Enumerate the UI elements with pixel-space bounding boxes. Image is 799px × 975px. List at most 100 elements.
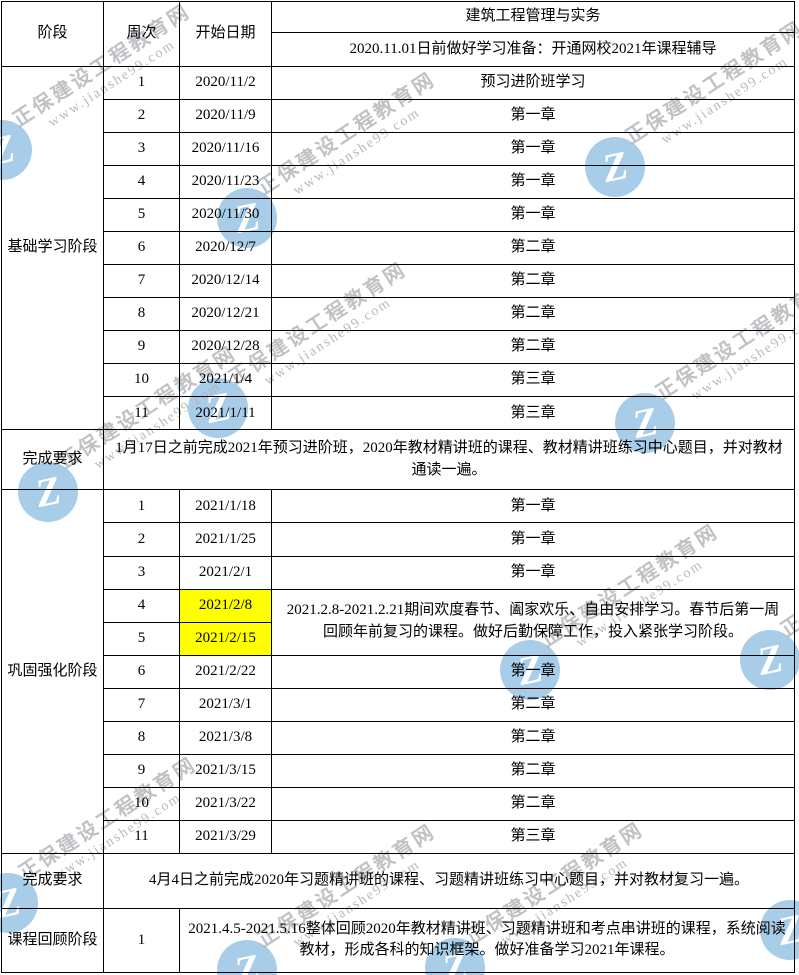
date-cell: 2020/11/30 xyxy=(179,198,272,233)
week-cell: 1 xyxy=(103,489,180,524)
table-row: 7 2021/3/1 第二章 xyxy=(2,687,795,722)
date-cell: 2021/1/4 xyxy=(179,363,272,398)
week-cell: 1 xyxy=(103,66,180,101)
table-row: 巩固强化阶段 1 2021/1/18 第一章 xyxy=(1,489,795,854)
date-cell: 2021/2/22 xyxy=(179,654,272,689)
week-cell: 3 xyxy=(103,132,180,167)
requirement-row: 完成要求 4月4日之前完成2020年习题精讲班的课程、习题精讲班练习中心题目，并… xyxy=(1,852,795,909)
header-week: 周次 xyxy=(103,0,180,68)
table-row: 4 2021/2/8 2021.2.8-2021.2.21期间欢度春节、阖家欢乐… xyxy=(2,588,795,656)
table-row: 6 2021/2/22 第一章 xyxy=(2,654,795,689)
week-cell: 4 xyxy=(103,588,180,623)
table-row: 3 2021/2/1 第一章 xyxy=(2,555,795,590)
date-cell: 2021/3/15 xyxy=(179,753,272,788)
week-cell: 7 xyxy=(103,264,180,299)
date-cell: 2020/11/16 xyxy=(179,132,272,167)
table-row: 5 2020/11/30 第一章 xyxy=(2,198,795,233)
stage2-label: 巩固强化阶段 xyxy=(1,489,104,854)
week-cell: 2 xyxy=(103,522,180,557)
requirement-text: 4月4日之前完成2020年习题精讲班的课程、习题精讲班练习中心题目，并对教材复习… xyxy=(103,852,795,909)
date-cell: 2021/1/11 xyxy=(179,396,272,431)
date-cell: 2020/12/14 xyxy=(179,264,272,299)
table-row: 2 2021/1/25 第一章 xyxy=(2,522,795,557)
requirement-label: 完成要求 xyxy=(1,852,104,909)
table-row: 9 2020/12/28 第二章 xyxy=(2,330,795,365)
table-row: 8 2021/3/8 第二章 xyxy=(2,720,795,755)
week-cell: 9 xyxy=(103,330,180,365)
content-cell: 第一章 xyxy=(271,99,795,134)
content-cell: 第二章 xyxy=(271,786,795,821)
date-cell: 2020/11/2 xyxy=(179,66,272,101)
prep-note: 2020.11.01日前做好学习准备：开通网校2021年课程辅导 xyxy=(271,32,795,68)
content-cell: 第二章 xyxy=(271,231,795,266)
content-cell: 第二章 xyxy=(271,687,795,722)
content-cell: 第三章 xyxy=(271,363,795,398)
week-cell: 10 xyxy=(103,363,180,398)
course-title: 建筑工程管理与实务 xyxy=(271,0,795,34)
date-cell: 2021/1/18 xyxy=(179,489,272,524)
content-cell: 第二章 xyxy=(271,297,795,332)
date-cell: 2020/12/7 xyxy=(179,231,272,266)
table-row: 10 2021/1/4 第三章 xyxy=(2,363,795,398)
week-cell: 7 xyxy=(103,687,180,722)
requirement-label: 完成要求 xyxy=(1,429,104,491)
date-cell: 2021/2/1 xyxy=(179,555,272,590)
header-date: 开始日期 xyxy=(179,0,272,68)
date-cell: 2021/3/8 xyxy=(179,720,272,755)
week-cell: 10 xyxy=(103,786,180,821)
week-cell: 5 xyxy=(103,621,180,656)
table-row: 7 2020/12/14 第二章 xyxy=(2,264,795,299)
week-cell: 3 xyxy=(103,555,180,590)
date-cell-highlighted: 2021/2/15 xyxy=(179,621,272,656)
content-cell: 第三章 xyxy=(271,396,795,431)
content-cell: 第一章 xyxy=(271,522,795,557)
date-cell: 2020/12/28 xyxy=(179,330,272,365)
content-cell: 第二章 xyxy=(271,330,795,365)
table-row: 6 2020/12/7 第二章 xyxy=(2,231,795,266)
content-cell: 第二章 xyxy=(271,720,795,755)
week-cell: 9 xyxy=(103,753,180,788)
week-cell: 8 xyxy=(103,720,180,755)
week-cell: 1 xyxy=(103,907,180,974)
holiday-note-cell: 2021.2.8-2021.2.21期间欢度春节、阖家欢乐、自由安排学习。春节后… xyxy=(271,588,795,656)
week-cell: 11 xyxy=(103,819,180,854)
table-row: 基础学习阶段 1 2020/11/2 预习进阶班学习 xyxy=(1,66,795,431)
date-cell: 2021/3/22 xyxy=(179,786,272,821)
table-row: 11 2021/1/11 第三章 xyxy=(2,396,795,431)
date-cell: 2020/12/21 xyxy=(179,297,272,332)
table-row: 9 2021/3/15 第二章 xyxy=(2,753,795,788)
week-cell: 6 xyxy=(103,654,180,689)
table-row: 2 2020/11/9 第一章 xyxy=(2,99,795,134)
requirement-row: 完成要求 1月17日之前完成2021年预习进阶班，2020年教材精讲班的课程、教… xyxy=(1,429,795,491)
date-cell: 2021/3/29 xyxy=(179,819,272,854)
week-cell: 2 xyxy=(103,99,180,134)
content-cell: 第一章 xyxy=(271,198,795,233)
week-cell: 5 xyxy=(103,198,180,233)
prep-note-row: 2020.11.01日前做好学习准备：开通网校2021年课程辅导 xyxy=(2,32,795,68)
table-row: 3 2020/11/16 第一章 xyxy=(2,132,795,167)
table-header-row: 阶段 周次 开始日期 建筑工程管理与实务 xyxy=(1,0,795,68)
date-cell: 2020/11/9 xyxy=(179,99,272,134)
date-cell-highlighted: 2021/2/8 xyxy=(179,588,272,623)
content-cell: 第一章 xyxy=(271,654,795,689)
week-cell: 4 xyxy=(103,165,180,200)
content-cell: 第二章 xyxy=(271,753,795,788)
table-row: 课程回顾阶段 1 2021.4.5-2021.5.16整体回顾2020年教材精讲… xyxy=(1,907,795,974)
content-cell: 预习进阶班学习 xyxy=(271,66,795,101)
stage3-text: 2021.4.5-2021.5.16整体回顾2020年教材精讲班、习题精讲班和考… xyxy=(179,907,795,974)
content-cell: 第一章 xyxy=(271,165,795,200)
week-cell: 6 xyxy=(103,231,180,266)
stage1-label: 基础学习阶段 xyxy=(1,66,104,431)
date-cell: 2021/1/25 xyxy=(179,522,272,557)
content-cell: 第三章 xyxy=(271,819,795,854)
content-cell: 第一章 xyxy=(271,555,795,590)
content-cell: 第二章 xyxy=(271,264,795,299)
table-row: 4 2020/11/23 第一章 xyxy=(2,165,795,200)
stage3-label: 课程回顾阶段 xyxy=(1,907,104,974)
table-row: 8 2020/12/21 第二章 xyxy=(2,297,795,332)
table-row: 10 2021/3/22 第二章 xyxy=(2,786,795,821)
header-stage: 阶段 xyxy=(1,0,104,68)
date-cell: 2020/11/23 xyxy=(179,165,272,200)
